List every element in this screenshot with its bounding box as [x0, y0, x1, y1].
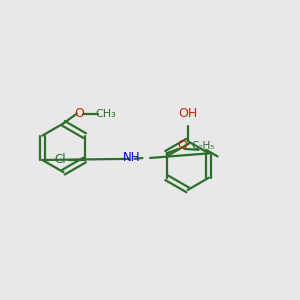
Text: CH₃: CH₃	[95, 109, 116, 118]
Text: OH: OH	[178, 107, 197, 120]
Text: C₂H₅: C₂H₅	[192, 141, 215, 151]
Text: O: O	[74, 107, 84, 120]
Text: O: O	[178, 139, 188, 152]
Text: NH: NH	[123, 151, 140, 164]
Text: Cl: Cl	[54, 154, 66, 166]
